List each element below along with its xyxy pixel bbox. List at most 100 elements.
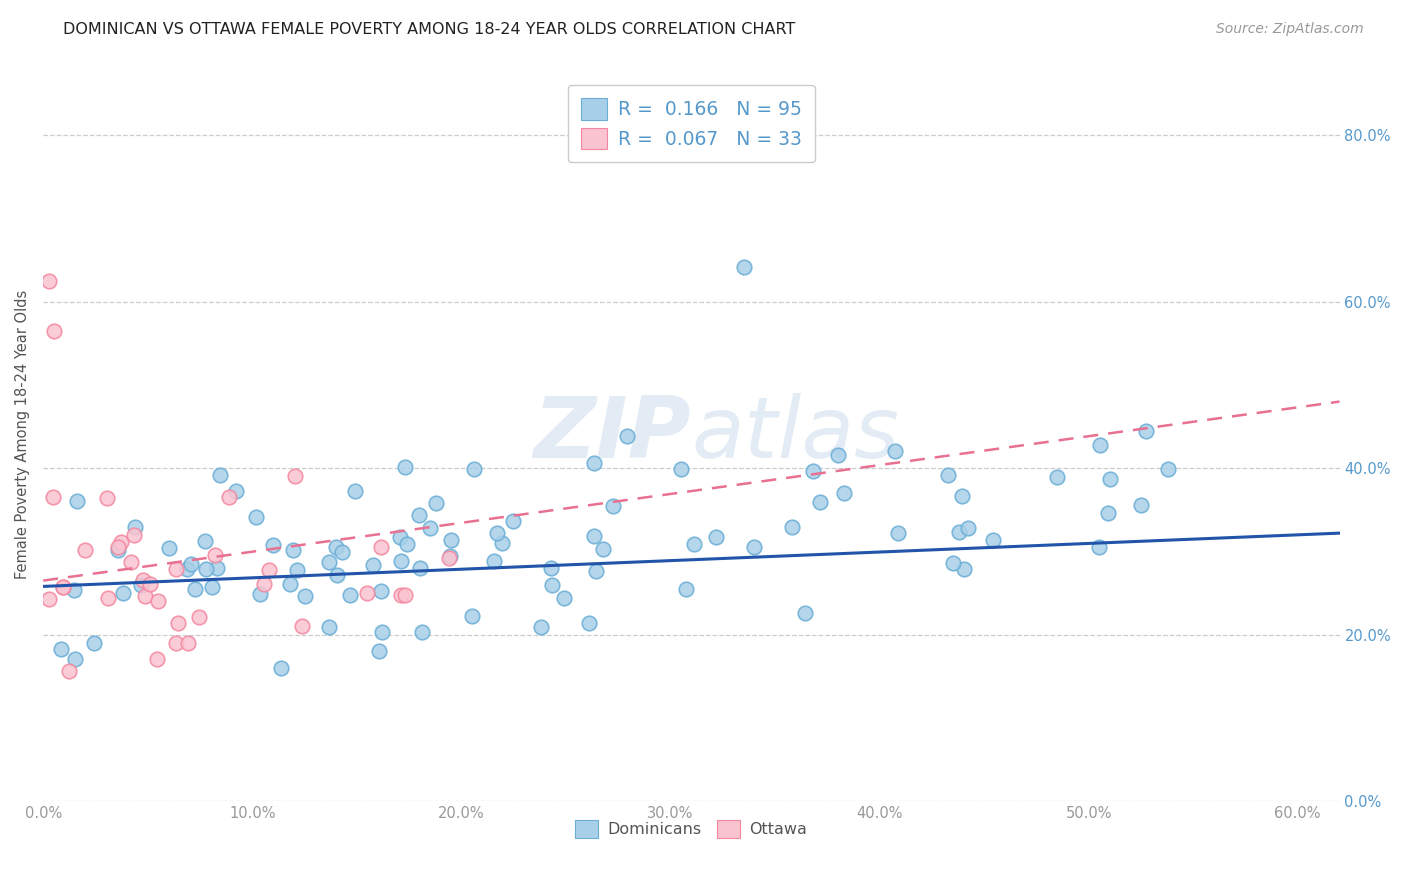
Point [801, 464, 824, 478]
Text: DOMINICAN VS OTTAWA FEMALE POVERTY AMONG 18-24 YEAR OLDS CORRELATION CHART: DOMINICAN VS OTTAWA FEMALE POVERTY AMONG… [63, 22, 796, 37]
Point [184, 582, 207, 596]
Legend: Dominicans, Ottawa: Dominicans, Ottawa [569, 814, 814, 845]
Point [132, 573, 155, 587]
Point [361, 558, 384, 573]
Point [794, 607, 817, 621]
Point [983, 533, 1005, 547]
Point [176, 562, 198, 576]
Point [166, 615, 188, 630]
Point [343, 484, 366, 499]
Point [592, 542, 614, 557]
Point [394, 460, 416, 475]
Point [165, 636, 187, 650]
Text: ZIP: ZIP [534, 393, 692, 476]
Point [733, 260, 755, 274]
Point [146, 652, 169, 666]
Point [124, 528, 146, 542]
Point [541, 578, 564, 592]
Point [194, 534, 217, 549]
Point [58, 664, 80, 678]
Point [134, 590, 156, 604]
Point [129, 577, 152, 591]
Point [956, 521, 979, 535]
Point [1097, 506, 1119, 520]
Point [97, 591, 120, 605]
Point [491, 536, 513, 550]
Point [283, 543, 305, 558]
Point [291, 618, 314, 632]
Point [1046, 470, 1069, 484]
Point [887, 526, 910, 541]
Point [107, 540, 129, 554]
Point [218, 490, 240, 504]
Point [582, 456, 605, 470]
Y-axis label: Female Poverty Among 18-24 Year Olds: Female Poverty Among 18-24 Year Olds [15, 290, 30, 580]
Point [318, 555, 340, 569]
Point [253, 577, 276, 591]
Point [52, 581, 75, 595]
Point [704, 530, 727, 544]
Point [330, 545, 353, 559]
Point [294, 589, 316, 603]
Point [675, 582, 697, 596]
Point [938, 467, 960, 482]
Point [409, 560, 432, 574]
Point [65, 651, 87, 665]
Point [225, 484, 247, 499]
Point [530, 620, 553, 634]
Point [948, 524, 970, 539]
Point [245, 510, 267, 524]
Point [742, 540, 765, 554]
Point [278, 577, 301, 591]
Point [463, 462, 485, 476]
Text: atlas: atlas [692, 393, 900, 476]
Point [110, 534, 132, 549]
Point [1135, 425, 1157, 439]
Point [194, 562, 217, 576]
Point [249, 587, 271, 601]
Point [257, 563, 280, 577]
Point [439, 549, 461, 563]
Point [73, 543, 96, 558]
Point [165, 562, 187, 576]
Point [616, 429, 638, 443]
Point [578, 615, 600, 630]
Point [953, 562, 976, 576]
Point [942, 557, 965, 571]
Point [112, 585, 135, 599]
Point [419, 521, 441, 535]
Point [284, 468, 307, 483]
Point [439, 550, 461, 565]
Point [120, 555, 142, 569]
Point [107, 542, 129, 557]
Point [325, 540, 347, 554]
Point [682, 537, 704, 551]
Point [139, 577, 162, 591]
Point [52, 581, 75, 595]
Point [482, 554, 505, 568]
Point [395, 536, 418, 550]
Point [205, 561, 228, 575]
Point [124, 520, 146, 534]
Point [389, 531, 412, 545]
Point [1088, 540, 1111, 554]
Point [832, 486, 855, 500]
Point [371, 624, 394, 639]
Point [146, 594, 169, 608]
Point [780, 520, 803, 534]
Point [950, 489, 973, 503]
Point [51, 642, 73, 657]
Point [425, 496, 447, 510]
Point [66, 493, 89, 508]
Point [38, 274, 60, 288]
Point [208, 468, 231, 483]
Point [42, 324, 65, 338]
Point [389, 554, 412, 568]
Point [370, 540, 392, 554]
Point [326, 567, 349, 582]
Point [553, 591, 575, 606]
Point [585, 564, 607, 578]
Point [502, 514, 524, 528]
Point [540, 561, 562, 575]
Point [440, 533, 463, 547]
